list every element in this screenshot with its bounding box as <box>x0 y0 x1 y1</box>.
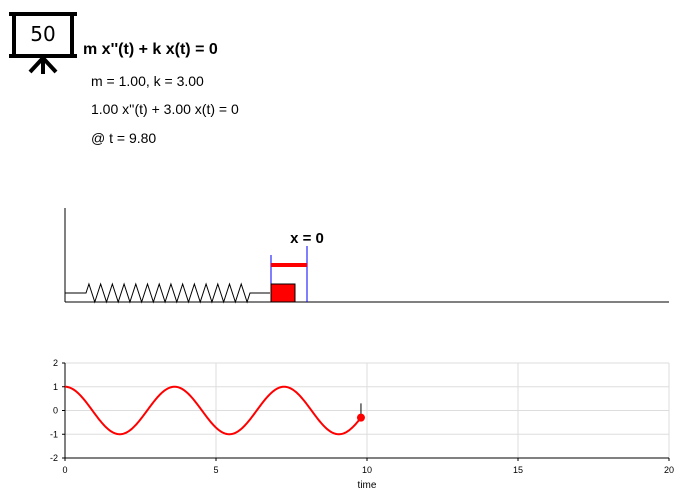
mass-block <box>270 283 296 303</box>
y-tick-label: -1 <box>50 429 58 439</box>
badge-value: 50 <box>30 22 56 46</box>
x-tick-label: 10 <box>362 465 372 475</box>
x-tick-label: 0 <box>62 465 67 475</box>
current-point <box>356 413 365 422</box>
spring <box>65 282 270 304</box>
x-tick-label: 15 <box>513 465 523 475</box>
x-tick-label: 20 <box>664 465 674 475</box>
parameter-values: m = 1.00, k = 3.00 <box>91 73 204 89</box>
step-counter-badge: 50 <box>8 10 78 76</box>
x-tick-label: 5 <box>213 465 218 475</box>
equation-instance: 1.00 x''(t) + 3.00 x(t) = 0 <box>91 101 239 117</box>
y-tick-label: -2 <box>50 453 58 463</box>
plot-grid <box>64 362 670 459</box>
x-tick-labels: 0 5 10 15 20 <box>62 458 674 475</box>
displacement-curve <box>64 385 362 436</box>
x-axis-label: time <box>358 480 377 491</box>
y-tick-label: 1 <box>53 382 58 392</box>
y-tick-label: 2 <box>53 358 58 368</box>
y-tick-labels: 2 1 0 -1 -2 <box>50 358 65 463</box>
equation-title: m x''(t) + k x(t) = 0 <box>83 41 218 58</box>
equilibrium-label: x = 0 <box>290 230 324 247</box>
y-tick-label: 0 <box>53 406 58 416</box>
time-readout: @ t = 9.80 <box>91 130 157 146</box>
presentation-board-icon <box>9 12 77 74</box>
